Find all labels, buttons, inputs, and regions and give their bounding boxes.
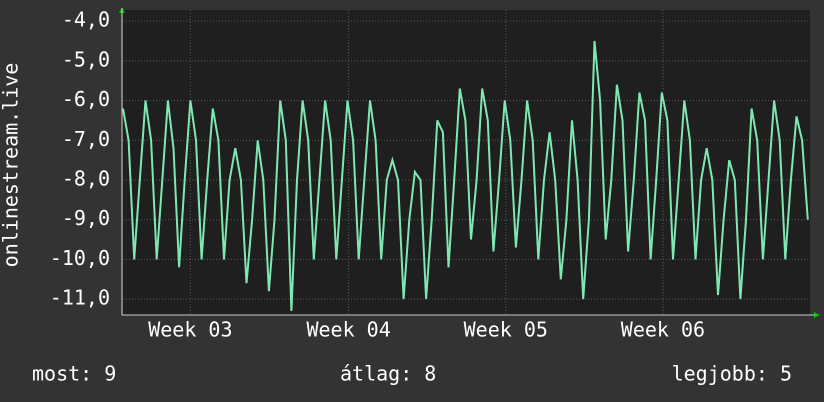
y-tick-label: -7,0 bbox=[62, 127, 110, 151]
y-tick-label: -8,0 bbox=[62, 166, 110, 190]
x-tick-label: Week 03 bbox=[148, 318, 232, 342]
y-tick-label: -4,0 bbox=[62, 8, 110, 32]
series-line bbox=[122, 40, 809, 312]
axis-arrow bbox=[814, 312, 820, 318]
footer-avg: átlag: 8 bbox=[340, 362, 436, 386]
y-axis-label: onlinestream.live bbox=[0, 63, 23, 268]
x-tick-label: Week 04 bbox=[306, 318, 390, 342]
y-tick-label: -11,0 bbox=[50, 286, 110, 310]
footer-now: most: 9 bbox=[32, 362, 116, 386]
y-tick-label: -5,0 bbox=[62, 47, 110, 71]
x-tick-label: Week 06 bbox=[621, 318, 705, 342]
y-tick-label: -9,0 bbox=[62, 206, 110, 230]
x-tick-label: Week 05 bbox=[464, 318, 548, 342]
footer-best: legjobb: 5 bbox=[672, 362, 792, 386]
y-tick-label: -10,0 bbox=[50, 246, 110, 270]
y-tick-label: -6,0 bbox=[62, 87, 110, 111]
